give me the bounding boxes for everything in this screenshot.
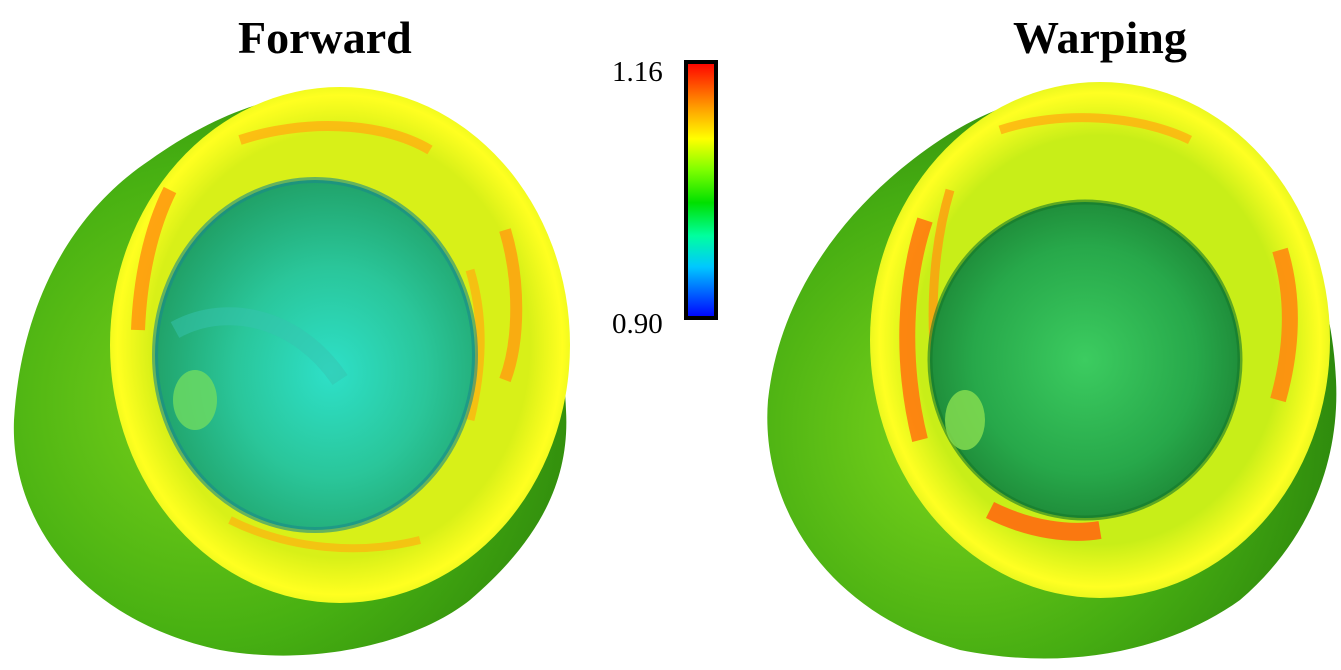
- forward-surface-render: [13, 87, 570, 656]
- forward-title: Forward: [238, 12, 412, 63]
- colorbar: [684, 60, 718, 320]
- warping-title: Warping: [1013, 12, 1187, 63]
- colorbar-min-label: 0.90: [612, 308, 663, 340]
- warping-surface-render: [767, 82, 1337, 659]
- colorbar-max-label: 1.16: [612, 56, 663, 88]
